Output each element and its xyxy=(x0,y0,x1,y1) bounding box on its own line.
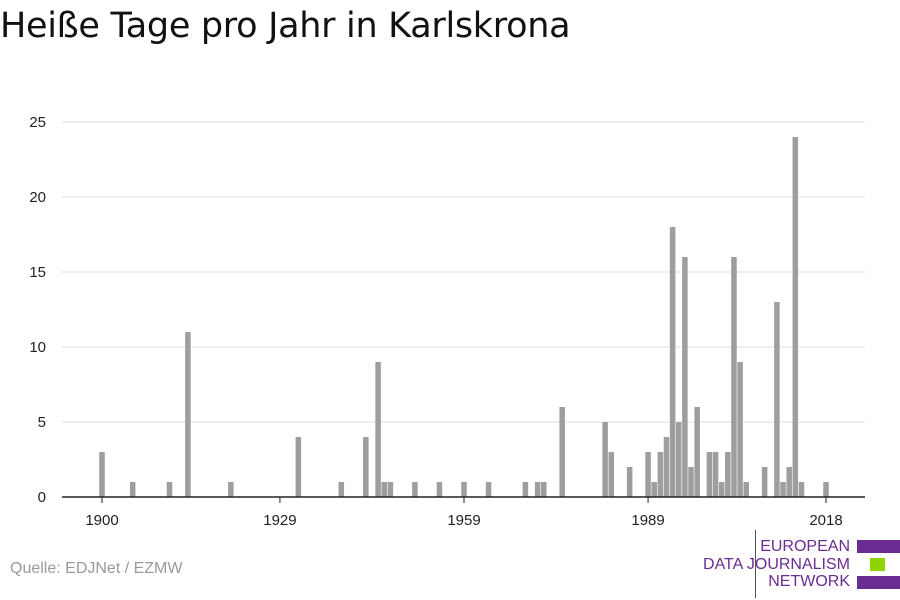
bar-1955 xyxy=(436,482,443,497)
chart-title: Heiße Tage pro Jahr in Karlskrona xyxy=(0,6,571,46)
bar-1986 xyxy=(626,467,633,497)
x-tick-label: 1959 xyxy=(447,512,480,529)
y-tick-label: 15 xyxy=(29,264,46,281)
bar-1939 xyxy=(338,482,345,497)
y-tick-label: 5 xyxy=(38,414,46,431)
bar-1945 xyxy=(375,362,381,497)
logo-divider xyxy=(755,530,756,598)
bar-1921 xyxy=(228,482,234,497)
y-tick-label: 0 xyxy=(38,489,46,506)
logo-bar-purple-bottom xyxy=(857,576,900,589)
bar-1932 xyxy=(295,437,302,497)
x-tick-label: 1989 xyxy=(631,512,664,529)
logo-line-2: DATA JOURNALISM xyxy=(703,555,850,573)
bar-1996 xyxy=(688,467,694,497)
axes xyxy=(62,496,865,503)
bar-2002 xyxy=(725,452,731,497)
source-note: Quelle: EDJNet / EZMW xyxy=(10,560,183,577)
bar-2013 xyxy=(792,137,799,497)
bar-1994 xyxy=(675,422,682,497)
bar-2011 xyxy=(780,482,786,497)
x-tick-label: 2018 xyxy=(809,512,842,529)
grid-lines xyxy=(62,121,865,423)
bar-1946 xyxy=(381,482,387,497)
bar-2014 xyxy=(798,482,805,497)
bar-1900 xyxy=(99,452,105,497)
logo-bar-green xyxy=(870,558,885,571)
bar-1911 xyxy=(166,482,173,497)
bar-2008 xyxy=(761,467,768,497)
logo-line-1: EUROPEAN xyxy=(760,538,850,555)
bars xyxy=(99,137,829,497)
bar-1969 xyxy=(522,482,529,497)
bar-2018 xyxy=(823,482,829,497)
bar-1943 xyxy=(363,437,369,497)
bar-2004 xyxy=(737,362,743,497)
bar-1972 xyxy=(541,482,547,497)
bar-1991 xyxy=(657,452,664,497)
bar-1993 xyxy=(669,227,676,497)
bar-1959 xyxy=(461,482,467,497)
y-tick-label: 20 xyxy=(29,189,46,206)
bar-1905 xyxy=(129,482,136,497)
bar-2001 xyxy=(718,482,725,497)
x-tick-label: 1929 xyxy=(263,512,296,529)
bar-1995 xyxy=(682,257,688,497)
edjnet-logo: EUROPEAN DATA JOURNALISM NETWORK xyxy=(650,530,900,598)
logo-line-3: NETWORK xyxy=(768,573,850,590)
bar-2005 xyxy=(743,482,749,497)
bar-1951 xyxy=(412,482,418,497)
bar-2003 xyxy=(731,257,737,497)
bar-chart: 0 5 10 15 20 25 1900 1929 1959 1989 2018 xyxy=(29,114,865,529)
bar-1975 xyxy=(559,407,565,497)
bar-1983 xyxy=(608,452,615,497)
bar-1992 xyxy=(663,437,670,497)
bar-1947 xyxy=(387,482,394,497)
bar-1963 xyxy=(485,482,492,497)
bar-1989 xyxy=(645,452,651,497)
x-tick-label: 1900 xyxy=(85,512,118,529)
bar-2012 xyxy=(786,467,792,497)
y-tick-label: 25 xyxy=(29,114,46,131)
bar-1971 xyxy=(534,482,541,497)
bar-2000 xyxy=(712,452,719,497)
logo-text: EUROPEAN DATA JOURNALISM NETWORK xyxy=(703,538,850,591)
y-tick-label: 10 xyxy=(29,339,46,356)
bar-1990 xyxy=(651,482,657,497)
tick-labels: 0 5 10 15 20 25 1900 1929 1959 1989 2018 xyxy=(29,114,842,529)
logo-bar-purple-top xyxy=(857,540,900,553)
bar-1997 xyxy=(694,407,700,497)
bar-1999 xyxy=(706,452,713,497)
bar-1982 xyxy=(602,422,608,497)
bar-1914 xyxy=(185,332,191,497)
bar-2010 xyxy=(774,302,780,497)
